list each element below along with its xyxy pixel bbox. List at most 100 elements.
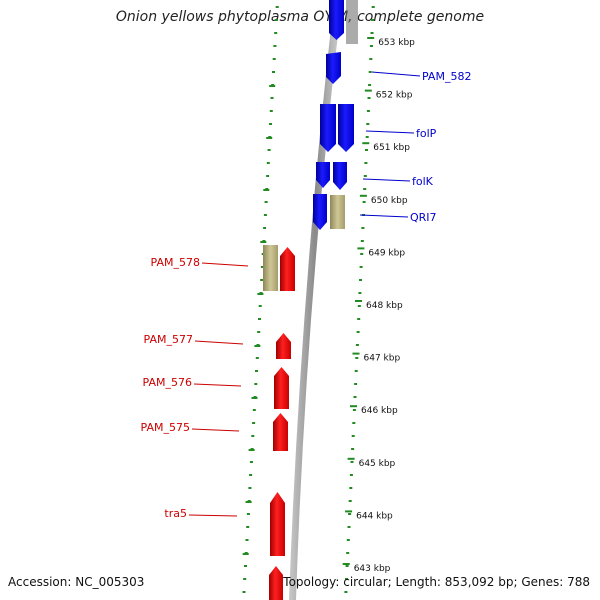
scale-tick-label: 646 kbp xyxy=(361,406,398,416)
inner-dotted-ring xyxy=(242,6,279,593)
ring-dot xyxy=(272,58,276,60)
ring-dot xyxy=(258,318,261,320)
ring-dot xyxy=(354,370,358,372)
ring-major-mark xyxy=(266,137,273,139)
ring-dot xyxy=(348,500,352,502)
ring-dot xyxy=(371,6,375,8)
label-pam-578[interactable]: PAM_578 xyxy=(151,256,200,269)
ring-dot xyxy=(365,136,369,138)
gene-forward-qri7[interactable] xyxy=(313,194,327,230)
ring-major-mark xyxy=(260,241,267,243)
ring-dot xyxy=(360,240,364,242)
scale-tick-mark xyxy=(352,352,360,355)
ring-dot xyxy=(260,279,264,281)
gene-reverse-pam-575[interactable] xyxy=(273,413,288,451)
label-tra5[interactable]: tra5 xyxy=(164,507,187,520)
ring-dot xyxy=(266,162,270,164)
ring-dot xyxy=(273,45,277,47)
ring-dot xyxy=(355,344,359,346)
scale-tick-mark xyxy=(364,89,372,92)
ring-dot xyxy=(255,370,258,372)
ring-dot xyxy=(246,526,250,528)
ring-dot xyxy=(260,266,264,268)
scale-tick-label: 647 kbp xyxy=(364,354,401,364)
scale-tick-mark xyxy=(362,142,370,145)
gene-forward-folp-b[interactable] xyxy=(338,104,354,152)
ring-dot xyxy=(349,474,353,476)
backbone-upper-segment xyxy=(346,0,358,44)
scale-tick-label: 645 kbp xyxy=(359,459,396,469)
ring-dot xyxy=(368,71,372,73)
gene-reverse-pam-577[interactable] xyxy=(276,333,291,359)
ring-dot xyxy=(267,149,271,151)
ring-dot xyxy=(357,318,361,320)
ring-dot xyxy=(354,383,358,385)
ring-dot xyxy=(263,227,267,229)
accession-text: Accession: NC_005303 xyxy=(8,575,145,589)
gene-forward-pam-582[interactable] xyxy=(326,52,341,84)
gene-forward-folp-a[interactable] xyxy=(320,104,336,152)
ring-dot xyxy=(274,19,278,21)
ring-dot xyxy=(349,487,353,489)
label-qri7[interactable]: QRI7 xyxy=(410,211,437,224)
label-pam-575[interactable]: PAM_575 xyxy=(141,421,190,434)
ring-dot xyxy=(246,513,250,515)
ring-dot xyxy=(345,565,349,567)
ring-dot xyxy=(245,539,249,541)
scale-tick-label: 644 kbp xyxy=(356,511,393,521)
ring-dot xyxy=(369,58,373,60)
scale-tick-mark xyxy=(355,300,362,302)
gene-reverse-bottom[interactable] xyxy=(269,566,283,600)
ring-dot xyxy=(344,591,348,593)
scale-tick-label: 653 kbp xyxy=(378,38,415,48)
gene-forward-folk-b[interactable] xyxy=(333,162,347,190)
ring-dot xyxy=(369,45,373,47)
gene-reverse-pam-576[interactable] xyxy=(274,367,289,409)
genome-backbone xyxy=(289,0,342,600)
ring-dot xyxy=(269,110,273,112)
gene-forward-folk-a[interactable] xyxy=(316,162,330,188)
scale-tick-label: 651 kbp xyxy=(373,143,410,153)
scale-tick-label: 650 kbp xyxy=(371,196,408,206)
label-folk[interactable]: folK xyxy=(412,175,434,188)
feature-pam-578-other[interactable] xyxy=(263,245,278,291)
ring-dot xyxy=(363,188,367,190)
scale-tick-label: 648 kbp xyxy=(366,301,403,311)
label-folp[interactable]: folP xyxy=(416,127,437,140)
ring-dot xyxy=(258,305,262,307)
ring-dot xyxy=(357,305,361,307)
scale-tick-mark xyxy=(367,37,375,39)
ring-dot xyxy=(270,97,274,99)
ring-dot xyxy=(364,162,368,164)
ring-dot xyxy=(367,97,371,99)
ring-major-mark xyxy=(248,449,255,451)
ring-dot xyxy=(346,539,350,541)
label-pam-582[interactable]: PAM_582 xyxy=(422,70,471,83)
gene-forward-top[interactable] xyxy=(329,0,344,40)
label-pam-577[interactable]: PAM_577 xyxy=(144,333,193,346)
ring-dot xyxy=(252,409,256,411)
label-pam-576[interactable]: PAM_576 xyxy=(143,376,192,389)
ring-dot xyxy=(248,487,252,489)
ring-dot xyxy=(365,149,368,151)
ring-dot xyxy=(272,71,275,73)
ring-major-mark xyxy=(254,345,261,347)
scale-tick-label: 649 kbp xyxy=(368,248,405,258)
ring-dot xyxy=(252,422,256,424)
gene-reverse-tra5[interactable] xyxy=(270,492,285,556)
ring-dot xyxy=(359,266,363,268)
feature-qri7-other[interactable] xyxy=(330,195,345,229)
gene-reverse-pam-578[interactable] xyxy=(280,247,295,291)
ring-dot xyxy=(275,6,279,8)
ring-dot xyxy=(257,331,261,333)
ring-dot xyxy=(350,461,354,463)
scale-tick-mark xyxy=(347,457,355,460)
ring-dot xyxy=(356,331,360,333)
scale-tick-mark xyxy=(345,510,353,513)
ring-major-mark xyxy=(251,397,258,399)
ring-dot xyxy=(244,565,247,567)
genome-summary-text: Topology: circular; Length: 853,092 bp; … xyxy=(283,575,590,589)
ring-dot xyxy=(355,357,359,359)
scale-tick-label: 643 kbp xyxy=(354,564,391,574)
